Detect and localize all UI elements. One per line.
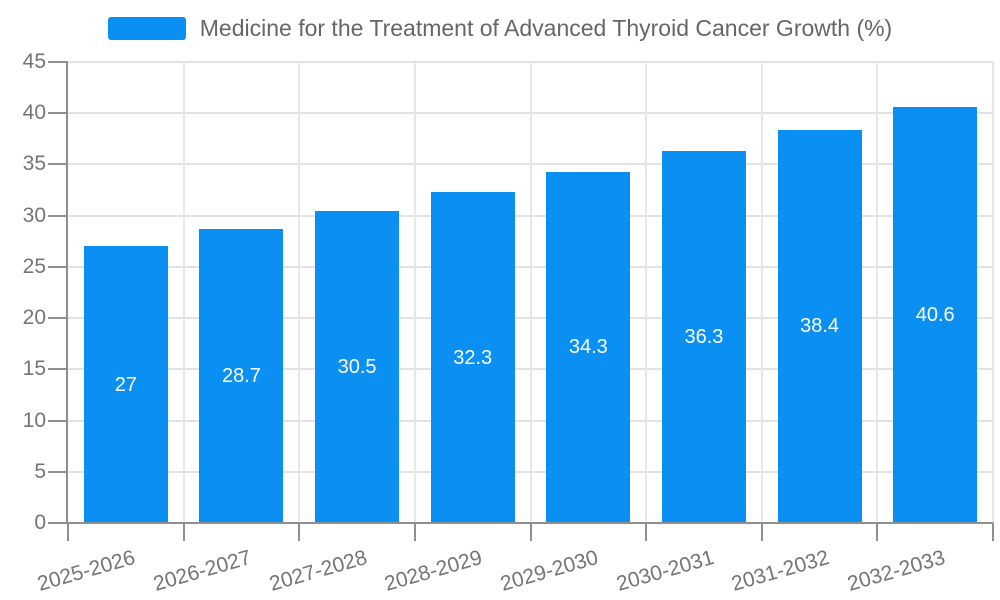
- y-axis-label: 5: [34, 459, 46, 483]
- x-axis-label: 2029-2030: [497, 546, 601, 596]
- bar-value-label: 40.6: [915, 304, 955, 327]
- y-axis-label: 10: [22, 408, 46, 432]
- x-axis-label: 2028-2029: [382, 546, 486, 596]
- legend-swatch-icon: [107, 17, 186, 40]
- bar[interactable]: [315, 210, 400, 523]
- x-gridline: [529, 62, 532, 523]
- x-axis-tick: [298, 523, 301, 541]
- y-axis-tick: [48, 522, 68, 524]
- x-gridline: [298, 62, 301, 523]
- y-axis-label: 35: [22, 152, 46, 176]
- y-axis-tick: [48, 368, 68, 371]
- bar[interactable]: [430, 192, 515, 523]
- legend-item[interactable]: Medicine for the Treatment of Advanced T…: [0, 15, 1000, 42]
- x-axis-line: [66, 522, 993, 524]
- x-gridline: [182, 62, 185, 523]
- x-gridline: [992, 62, 994, 523]
- bar-value-label: 38.4: [800, 315, 840, 338]
- x-axis-tick: [760, 523, 763, 541]
- x-axis-label: 2026-2027: [150, 546, 254, 596]
- y-axis-tick: [48, 214, 68, 217]
- y-axis-tick: [48, 163, 68, 166]
- x-gridline: [760, 62, 763, 523]
- y-axis-label: 0: [34, 511, 46, 534]
- y-axis-label: 30: [22, 203, 46, 227]
- x-axis-tick: [182, 523, 185, 541]
- x-axis-tick: [876, 523, 879, 541]
- x-axis-tick: [645, 523, 648, 541]
- x-axis-tick: [992, 523, 994, 541]
- x-gridline: [413, 62, 416, 523]
- y-axis-label: 20: [22, 306, 46, 330]
- y-axis-label: 15: [22, 357, 46, 381]
- bar-value-label: 28.7: [221, 364, 261, 387]
- y-axis-tick: [48, 265, 68, 268]
- bar[interactable]: [83, 246, 168, 523]
- bar-value-label: 34.3: [568, 336, 608, 359]
- bar[interactable]: [546, 171, 631, 523]
- x-axis-label: 2032-2033: [844, 546, 948, 596]
- bar-value-label: 27: [114, 373, 137, 396]
- legend-label: Medicine for the Treatment of Advanced T…: [199, 15, 893, 41]
- bar-value-label: 36.3: [684, 326, 724, 349]
- y-axis-label: 45: [22, 50, 46, 73]
- y-axis-tick: [48, 112, 68, 115]
- x-axis-label: 2025-2026: [35, 546, 139, 596]
- x-axis-tick: [529, 523, 532, 541]
- y-axis-line: [66, 62, 68, 523]
- x-axis-label: 2030-2031: [613, 546, 717, 596]
- y-axis-tick: [48, 419, 68, 422]
- bar-value-label: 30.5: [337, 355, 377, 378]
- y-axis-tick: [48, 317, 68, 320]
- bar[interactable]: [893, 107, 978, 523]
- x-gridline: [876, 62, 879, 523]
- y-axis-label: 40: [22, 101, 46, 125]
- y-axis-tick: [48, 470, 68, 473]
- bar[interactable]: [661, 151, 746, 523]
- x-gridline: [645, 62, 648, 523]
- bar[interactable]: [777, 129, 862, 523]
- x-axis-label: 2031-2032: [729, 546, 832, 596]
- bar-value-label: 32.3: [453, 346, 493, 369]
- x-axis-tick: [413, 523, 416, 541]
- bar[interactable]: [199, 228, 284, 523]
- x-axis-label: 2027-2028: [266, 546, 370, 596]
- y-axis-tick: [48, 61, 68, 63]
- y-axis-label: 25: [22, 254, 46, 278]
- x-axis-tick: [67, 523, 69, 541]
